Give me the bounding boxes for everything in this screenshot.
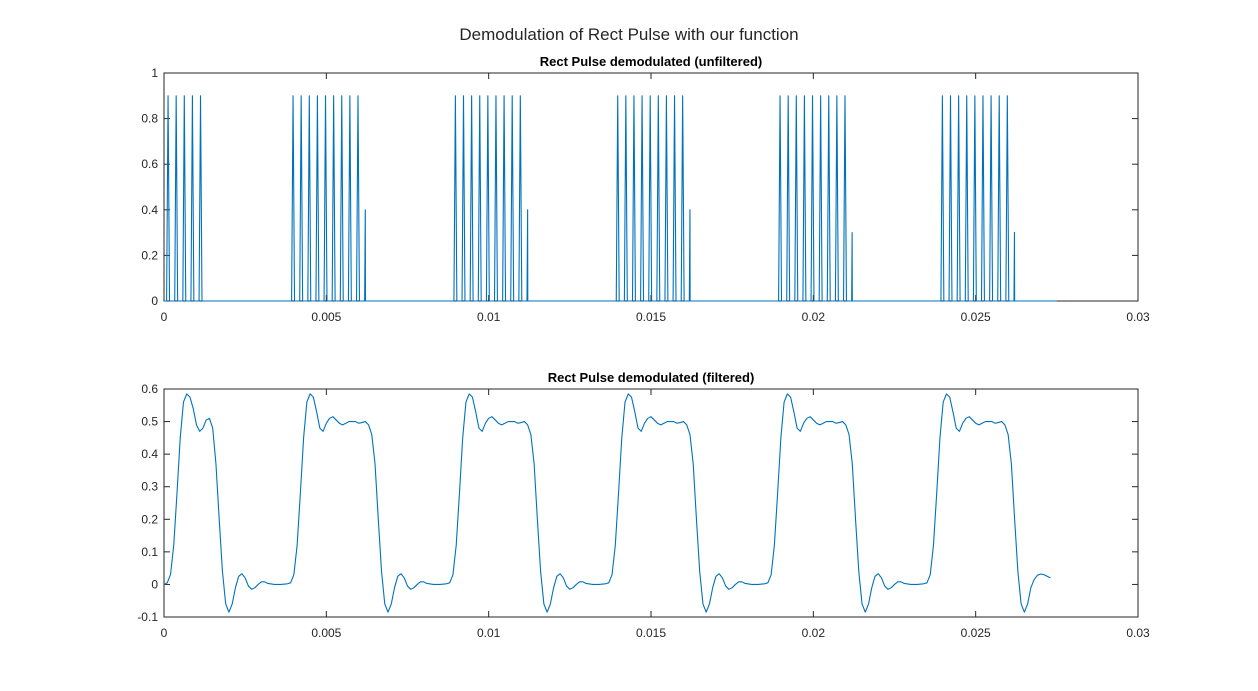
y-tick-label-filtered-7: 0.6 [141,382,158,396]
x-tick-label-unfiltered-0: 0 [161,310,168,324]
x-tick-label-filtered-4: 0.02 [802,626,826,640]
y-tick-label-unfiltered-3: 0.6 [141,157,158,171]
ticks-unfiltered: 0 0.005 0.01 0.015 0.02 0.025 0.03 0 0.2 0.4 0.6 0.… [141,66,1150,324]
x-tick-label-filtered-0: 0 [161,626,168,640]
y-tick-label-unfiltered-4: 0.8 [141,112,158,126]
x-tick-label-filtered-5: 0.025 [961,626,991,640]
x-tick-label-filtered-6: 0.03 [1126,626,1150,640]
y-tick-label-filtered-2: 0.1 [141,545,158,559]
x-tick-label-unfiltered-4: 0.02 [802,310,826,324]
plot-filtered: Rect Pulse demodulated (filtered) 0 0.005… [137,370,1150,640]
figure-title: Demodulation of Rect Pulse with our func… [459,25,798,44]
x-tick-label-filtered-3: 0.015 [636,626,666,640]
series-line-filtered-0 [163,393,1051,613]
ticks-filtered: 0 0.005 0.01 0.015 0.02 0.025 0.03-0.100.10.20… [137,382,1150,640]
y-tick-label-unfiltered-0: 0 [151,294,158,308]
y-tick-label-filtered-1: 0 [151,577,158,591]
x-tick-label-unfiltered-6: 0.03 [1126,310,1150,324]
y-tick-label-filtered-6: 0.5 [141,415,158,429]
x-tick-label-filtered-1: 0.005 [311,626,341,640]
x-tick-label-unfiltered-2: 0.01 [477,310,501,324]
plot-title-filtered: Rect Pulse demodulated (filtered) [548,370,755,385]
x-tick-label-unfiltered-5: 0.025 [961,310,991,324]
series-line-unfiltered-0 [163,95,1058,302]
plot-title-unfiltered: Rect Pulse demodulated (unfiltered) [540,54,762,69]
axes-box-filtered [163,388,1139,618]
series-filtered [163,393,1051,613]
y-tick-label-filtered-5: 0.4 [141,447,158,461]
y-tick-label-filtered-3: 0.2 [141,512,158,526]
y-tick-label-unfiltered-5: 1 [151,66,158,80]
y-tick-label-filtered-4: 0.3 [141,480,158,494]
series-unfiltered [163,95,1058,302]
y-tick-label-unfiltered-1: 0.2 [141,248,158,262]
x-tick-label-filtered-2: 0.01 [477,626,501,640]
y-tick-label-filtered-0: -0.1 [137,610,158,624]
x-tick-label-unfiltered-1: 0.005 [311,310,341,324]
x-tick-label-unfiltered-3: 0.015 [636,310,666,324]
y-tick-label-unfiltered-2: 0.4 [141,203,158,217]
plot-unfiltered: Rect Pulse demodulated (unfiltered) 0 0.0… [141,54,1150,324]
